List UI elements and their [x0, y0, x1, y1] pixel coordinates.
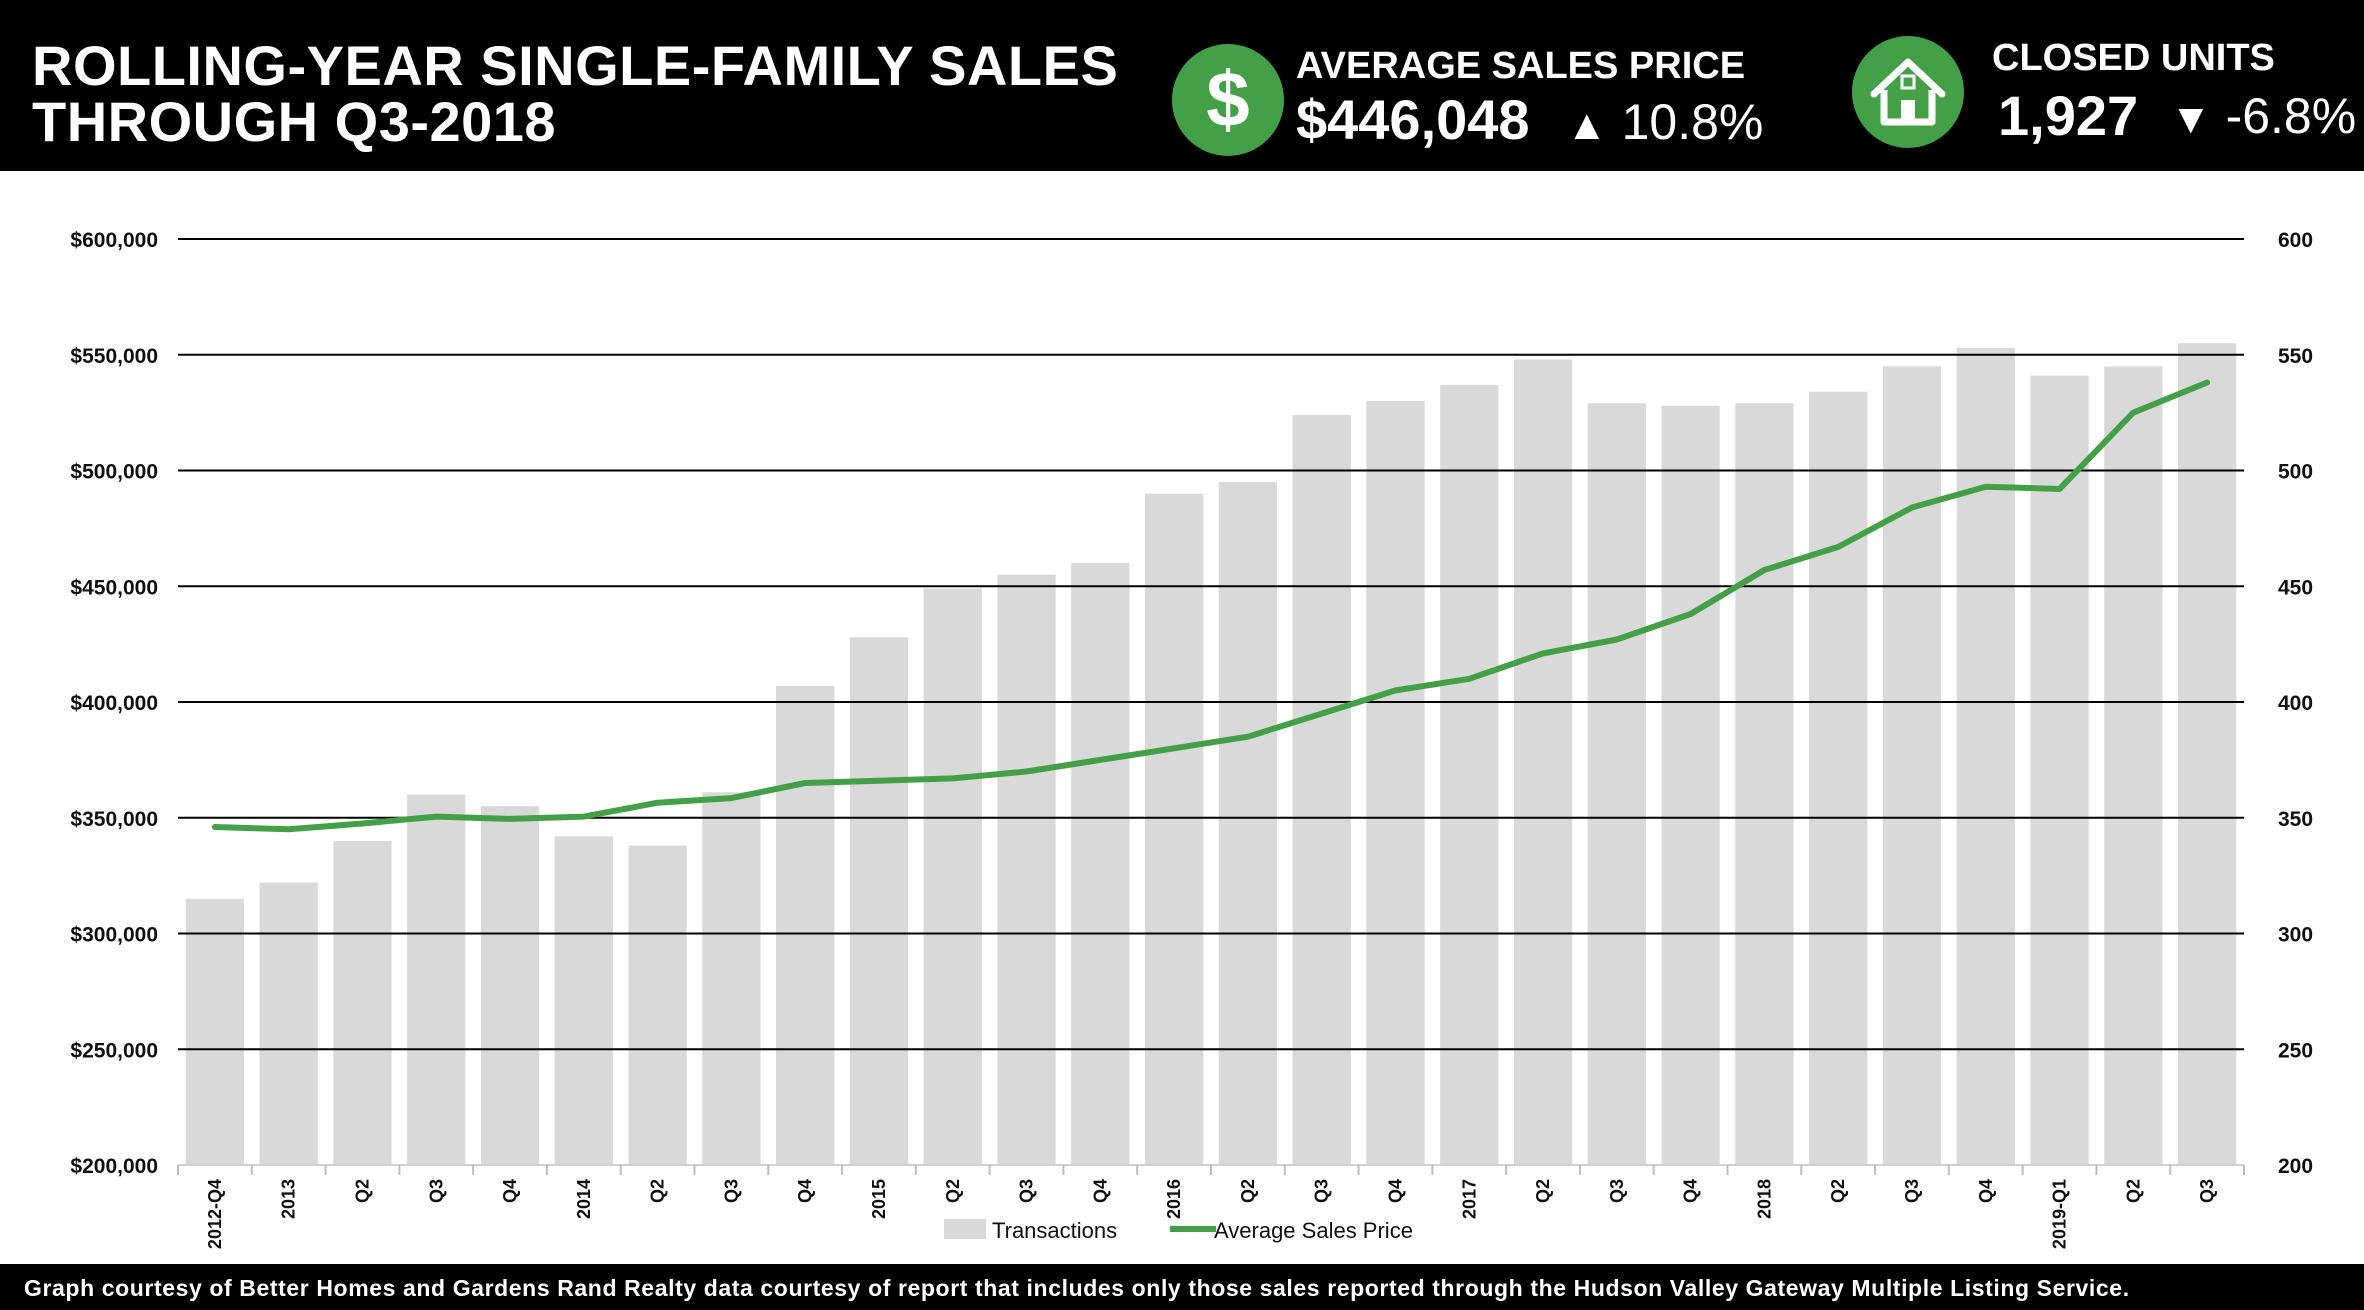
y-left-tick-0: $200,000 [70, 1155, 158, 1178]
x-tick-label-27: Q3 [2197, 1179, 2217, 1203]
x-tick-label-19: Q3 [1607, 1179, 1627, 1203]
x-tick-label-8: Q4 [795, 1179, 815, 1203]
y-left-tick-1: $250,000 [70, 1039, 158, 1062]
y-right-tick-3: 350 [2278, 808, 2313, 831]
x-tick-label-16: Q4 [1385, 1179, 1405, 1203]
x-tick-label-7: Q3 [721, 1179, 741, 1203]
transactions-bars [185, 343, 2237, 1166]
x-tick-label-20: Q4 [1681, 1179, 1701, 1203]
bar-6 [628, 845, 687, 1165]
bar-14 [1218, 482, 1278, 1165]
x-tick-label-26: Q2 [2123, 1179, 2143, 1203]
x-tick-label-23: Q3 [1902, 1179, 1922, 1203]
bar-8 [776, 685, 835, 1165]
x-tick-label-25: 2019-Q1 [2050, 1179, 2070, 1249]
y-left-tick-7: $550,000 [70, 345, 158, 368]
bar-3 [407, 794, 466, 1165]
bar-16 [1366, 401, 1425, 1165]
sales-chart: $200,000 200 $250,000 250 $300,000 300 $350,00… [70, 229, 2313, 1249]
x-tick-label-1: 2013 [279, 1179, 299, 1219]
x-tick-label-22: Q2 [1828, 1179, 1848, 1203]
y-right-tick-7: 550 [2278, 345, 2313, 368]
y-right-tick-5: 450 [2278, 576, 2313, 599]
bar-1 [259, 882, 318, 1165]
footer-banner: Graph courtesy of Better Homes and Garde… [0, 1264, 2364, 1310]
up-arrow-icon: ▲ [1566, 101, 1608, 148]
y-left-tick-2: $300,000 [70, 924, 158, 947]
bar-10 [923, 588, 982, 1165]
bar-23 [1882, 366, 1942, 1165]
avg-price-change-value: 10.8% [1621, 94, 1764, 150]
x-tick-label-3: Q3 [426, 1179, 446, 1203]
bar-9 [849, 637, 909, 1165]
house-icon [1852, 36, 1964, 148]
bar-4 [480, 806, 540, 1165]
y-left-tick-3: $350,000 [70, 808, 158, 831]
chart-panel: $200,000 200 $250,000 250 $300,000 300 $350,00… [10, 171, 2354, 1264]
bar-18 [1513, 359, 1573, 1165]
x-tick-label-14: Q2 [1238, 1179, 1258, 1203]
bar-11 [997, 574, 1056, 1165]
page-title: ROLLING-YEAR SINGLE-FAMILY SALES THROUGH… [32, 38, 1118, 150]
x-tick-label-5: 2014 [574, 1179, 594, 1219]
bar-20 [1661, 405, 1720, 1165]
x-tick-label-0: 2012-Q4 [205, 1179, 225, 1249]
y-right-tick-2: 300 [2278, 924, 2313, 947]
x-tick-label-11: Q3 [1017, 1179, 1037, 1203]
title-line-2: THROUGH Q3-2018 [32, 90, 557, 153]
closed-units-value: 1,927 [1998, 84, 2139, 147]
bar-26 [2104, 366, 2163, 1165]
bar-7 [702, 792, 761, 1165]
closed-units-change: ▼ -6.8% [2170, 86, 2356, 149]
x-tick-label-9: 2015 [869, 1179, 889, 1219]
legend-label-transactions: Transactions [992, 1218, 1117, 1243]
x-tick-label-13: 2016 [1164, 1179, 1184, 1219]
title-line-1: ROLLING-YEAR SINGLE-FAMILY SALES [32, 34, 1119, 97]
legend-swatch-transactions [944, 1219, 986, 1239]
bar-17 [1440, 384, 1499, 1166]
x-tick-label-18: Q2 [1533, 1179, 1553, 1203]
bar-19 [1587, 403, 1646, 1165]
y-left-tick-4: $400,000 [70, 692, 158, 715]
x-tick-label-6: Q2 [648, 1179, 668, 1203]
y-right-tick-0: 200 [2278, 1155, 2313, 1178]
y-right-tick-6: 500 [2278, 461, 2313, 484]
x-tick-label-10: Q2 [943, 1179, 963, 1203]
footnote: Graph courtesy of Better Homes and Garde… [24, 1275, 2130, 1301]
x-tick-label-24: Q4 [1976, 1179, 1996, 1203]
y-left-tick-6: $500,000 [70, 461, 158, 484]
x-tick-label-2: Q2 [352, 1179, 372, 1203]
svg-text:$: $ [1206, 55, 1249, 143]
bar-0 [185, 898, 245, 1165]
bar-25 [2030, 375, 2089, 1165]
bar-2 [333, 840, 392, 1165]
bar-5 [554, 836, 613, 1165]
dollar-icon: $ [1172, 44, 1284, 156]
x-tick-label-4: Q4 [500, 1179, 520, 1203]
down-arrow-icon: ▼ [2170, 95, 2212, 142]
bar-13 [1144, 493, 1204, 1165]
y-left-tick-8: $600,000 [70, 229, 158, 252]
avg-price-label: AVERAGE SALES PRICE [1296, 45, 1746, 87]
x-tick-label-17: 2017 [1459, 1179, 1479, 1219]
x-tick-label-21: 2018 [1754, 1179, 1774, 1219]
bar-15 [1292, 414, 1351, 1165]
x-tick-label-12: Q4 [1090, 1179, 1110, 1203]
y-left-tick-5: $450,000 [70, 576, 158, 599]
legend-label-average-price: Average Sales Price [1214, 1218, 1413, 1243]
closed-units-label: CLOSED UNITS [1992, 37, 2275, 79]
avg-price-change: ▲ 10.8% [1566, 92, 1763, 155]
y-right-tick-1: 250 [2278, 1039, 2313, 1062]
avg-price-value: $446,048 [1296, 88, 1530, 151]
closed-units-change-value: -6.8% [2225, 88, 2357, 144]
bar-21 [1735, 403, 1794, 1165]
bar-22 [1809, 391, 1868, 1165]
header-banner: ROLLING-YEAR SINGLE-FAMILY SALES THROUGH… [0, 0, 2364, 171]
x-tick-label-15: Q3 [1312, 1179, 1332, 1203]
bar-12 [1071, 563, 1130, 1165]
y-right-tick-8: 600 [2278, 229, 2313, 252]
average-price-line [211, 379, 2211, 833]
y-right-tick-4: 400 [2278, 692, 2313, 715]
bar-27 [2177, 343, 2237, 1165]
